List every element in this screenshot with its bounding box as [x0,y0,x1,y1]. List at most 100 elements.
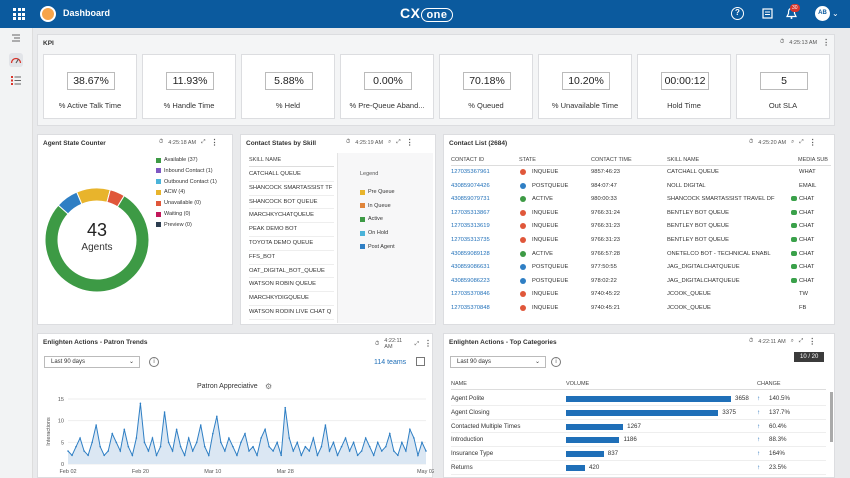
kpi-card[interactable]: 5.88% % Held [241,54,335,119]
col-change[interactable]: CHANGE [757,381,781,387]
state-cell: ACTIVE [532,250,553,257]
table-row[interactable]: 127035367961 INQUEUE 9857:46:23 CATCHALL QU… [451,166,831,180]
skill-legend-box: Legend Pre Queue In Queue Active On Hold Pos… [337,153,433,323]
kpi-card[interactable]: 0.00% % Pre-Queue Aband... [340,54,434,119]
date-range-dropdown[interactable]: Last 90 days ⌄ [450,356,546,368]
contact-id-link[interactable]: 127035370848 [451,305,490,311]
table-row[interactable]: 430859079731 ACTIVE 980:00:33 SHANCOCK SMAR… [451,193,831,207]
contact-id-link[interactable]: 430859089128 [451,250,490,257]
open-external-icon[interactable] [416,357,425,366]
skill-row[interactable]: SHANCOCK BOT QUEUE [249,196,334,210]
table-row[interactable]: 127035313619 INQUEUE 9766:31:23 BENTLEY BOT… [451,220,831,234]
expand-icon[interactable]: ⤢ [396,139,401,145]
collapse-menu-icon[interactable] [9,31,23,45]
category-row[interactable]: Agent Closing 3375 ↑ 137.7% [451,406,826,420]
info-icon[interactable]: i [149,357,159,367]
search-icon[interactable]: ⌕ [791,139,795,145]
chevron-down-icon[interactable]: ⌄ [832,9,839,18]
contact-states-menu-icon[interactable]: ⋮ [405,137,414,147]
contact-time-cell: 9766:31:23 [591,237,621,243]
kpi-card[interactable]: 10.20% % Unavailable Time [538,54,632,119]
list-icon[interactable] [9,73,23,87]
table-row[interactable]: 430859086631 POSTQUEUE 977:50:55 JAG_DIGITA… [451,261,831,275]
category-row[interactable]: Insurance Type 837 ↑ 164% [451,447,826,461]
expand-icon[interactable]: ⤢ [201,139,206,145]
app-launcher-icon[interactable] [13,8,25,20]
expand-icon[interactable]: ⤢ [799,139,804,145]
skill-row[interactable]: FFS_BOT [249,251,334,265]
skill-row[interactable]: WATSON RODIN LIVE CHAT Q [249,306,334,320]
category-row[interactable]: Introduction 1186 ↑ 88.3% [451,433,826,448]
notes-icon[interactable] [761,7,774,20]
category-row[interactable]: Returns 420 ↑ 23.5% [451,461,826,475]
skill-row[interactable]: TOYOTA DEMO QUEUE [249,237,334,251]
kpi-card[interactable]: 00:00:12 Hold Time [637,54,731,119]
legend-swatch [156,200,161,206]
col-name[interactable]: NAME [451,381,467,387]
table-row[interactable]: 430859089128 ACTIVE 9766:57:28 ONETELCO BOT… [451,248,831,262]
col-volume[interactable]: VOLUME [566,381,590,387]
legend-label: Active [368,216,383,223]
contact-id-link[interactable]: 430859086223 [451,277,490,284]
kpi-card[interactable]: 5 Out SLA [736,54,830,119]
table-row[interactable]: 127035313735 INQUEUE 9766:31:23 BENTLEY BOT… [451,234,831,248]
expand-icon[interactable]: ⤢ [798,338,804,344]
date-range-dropdown[interactable]: Last 90 days ⌄ [44,356,140,368]
category-row[interactable]: Contacted Multiple Times 1267 ↑ 60.4% [451,420,826,434]
search-icon[interactable]: ⌕ [790,338,794,344]
skill-cell: JCOOK_QUEUE [667,291,711,298]
contact-id-link[interactable]: 127035367961 [451,169,490,175]
kpi-card[interactable]: 38.67% % Active Talk Time [43,54,137,119]
contact-id-link[interactable]: 430859079731 [451,196,490,203]
contact-id-link[interactable]: 127035313735 [451,237,490,243]
skill-cell: SHANCOCK SMARTASSIST TRAVEL DF [667,196,775,203]
contact-id-link[interactable]: 127035370846 [451,291,490,298]
table-row[interactable]: 127035370846 INQUEUE 9740:45:22 JCOOK_QUEUE… [451,288,831,302]
agent-state-menu-icon[interactable]: ⋮ [210,137,219,147]
table-row[interactable]: 127035370848 INQUEUE 9740:45:21 JCOOK_QUEUE… [451,302,831,316]
col-media-sub[interactable]: MEDIA SUB [798,157,828,163]
table-row[interactable]: 127035313867 INQUEUE 9766:31:24 BENTLEY BOT… [451,207,831,221]
kpi-card[interactable]: 11.93% % Handle Time [142,54,236,119]
contact-id-link[interactable]: 127035313867 [451,209,490,216]
skill-row[interactable]: OAT_DIGITAL_BOT_QUEUE [249,265,334,279]
table-row[interactable]: 430859074426 POSTQUEUE 984:07:47 NOLL DIGIT… [451,180,831,194]
legend-swatch [156,222,161,228]
table-row[interactable]: 430859086223 POSTQUEUE 978:02:22 JAG_DIGITA… [451,275,831,289]
col-state[interactable]: STATE [519,157,536,163]
skill-row[interactable]: MARCHKYDIGQUEUE [249,292,334,306]
gear-icon[interactable]: ⚙ [265,382,273,391]
avatar[interactable]: AB [815,6,830,21]
data-point [376,441,379,444]
contact-id-link[interactable]: 430859086631 [451,264,490,271]
patron-trends-menu-icon[interactable]: ⋮ [424,339,432,348]
col-contact-id[interactable]: CONTACT ID [451,157,485,163]
col-skill-name[interactable]: SKILL NAME [667,157,700,163]
kpi-card[interactable]: 70.18% % Queued [439,54,533,119]
state-dot [520,182,526,189]
contact-id-link[interactable]: 430859074426 [451,182,490,189]
scrollbar[interactable] [830,392,833,442]
speedometer-icon[interactable] [9,53,23,67]
expand-icon[interactable]: ⤢ [414,340,419,347]
help-icon[interactable]: ? [731,7,744,20]
skill-row[interactable]: WATSON ROBIN QUEUE [249,278,334,293]
skill-row[interactable]: CATCHALL QUEUE [249,168,334,182]
data-point [203,445,206,448]
kpi-menu-icon[interactable]: ⋮ [822,37,831,47]
skill-row[interactable]: MARCHKYCHATQUEUE [249,209,334,224]
page-title: Dashboard [63,8,111,18]
skill-row[interactable]: PEAK DEMO BOT [249,223,334,237]
teams-link[interactable]: 114 teams [374,359,407,366]
arrow-up-icon: ↑ [757,464,761,471]
top-categories-menu-icon[interactable]: ⋮ [808,336,817,346]
notification-badge: 30 [790,4,800,12]
info-icon[interactable]: i [551,357,561,367]
contact-list-menu-icon[interactable]: ⋮ [808,137,817,147]
contact-id-link[interactable]: 127035313619 [451,223,490,230]
skill-row[interactable]: SHANCOCK SMARTASSIST TF [249,182,334,196]
data-point [356,454,359,457]
search-icon[interactable]: ⌕ [388,139,392,145]
col-contact-time[interactable]: CONTACT TIME [591,157,632,163]
category-row[interactable]: Agent Polite 3658 ↑ 140.5% [451,392,826,406]
